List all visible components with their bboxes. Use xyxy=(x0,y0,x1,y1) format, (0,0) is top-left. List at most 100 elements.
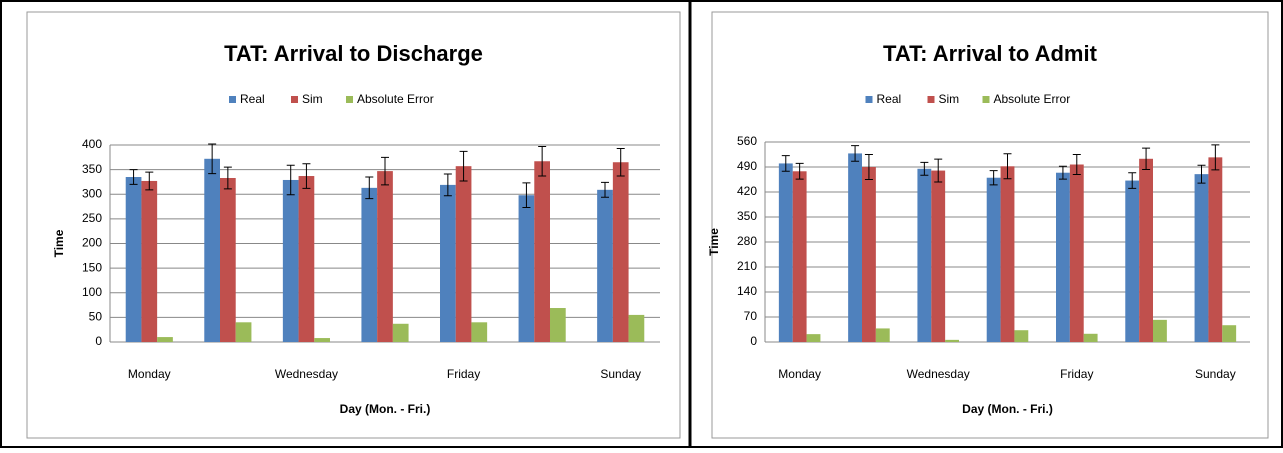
chart-title: TAT: Arrival to Admit xyxy=(883,41,1098,66)
x-tick-label: Monday xyxy=(778,367,821,381)
bar xyxy=(141,180,158,342)
error-bar xyxy=(223,166,232,190)
y-tick-label: 70 xyxy=(744,309,758,323)
error-bar xyxy=(443,173,452,197)
bar xyxy=(986,177,1001,342)
bar xyxy=(931,170,946,342)
bar xyxy=(778,163,793,342)
legend-label: Absolute Error xyxy=(357,92,434,106)
error-bar xyxy=(601,181,609,198)
x-tick-label: Friday xyxy=(1060,367,1093,381)
legend-label: Absolute Error xyxy=(994,92,1071,106)
error-bar xyxy=(920,161,929,176)
bar xyxy=(628,314,645,342)
bar xyxy=(1014,330,1029,342)
error-bar xyxy=(538,145,547,177)
error-bar xyxy=(208,143,217,175)
bar xyxy=(597,189,613,342)
legend-label: Real xyxy=(877,92,902,106)
bar xyxy=(550,308,566,342)
legend-label: Sim xyxy=(302,92,323,106)
x-tick-label: Wednesday xyxy=(275,367,338,381)
y-tick-label: 490 xyxy=(737,159,757,173)
bar xyxy=(361,187,378,342)
bar xyxy=(377,171,393,342)
bar xyxy=(1153,319,1167,342)
legend-label: Real xyxy=(240,92,265,106)
legend-swatch xyxy=(865,96,873,103)
error-bar xyxy=(286,164,295,196)
legend-swatch xyxy=(229,96,236,103)
error-bar xyxy=(795,162,804,180)
y-tick-label: 50 xyxy=(89,310,103,324)
error-bar xyxy=(1003,153,1012,180)
x-tick-label: Monday xyxy=(128,367,171,381)
chart-frame xyxy=(711,11,1269,439)
y-tick-label: 560 xyxy=(737,134,757,148)
legend-swatch xyxy=(927,96,935,103)
x-tick-label: Sunday xyxy=(1195,367,1236,381)
bar xyxy=(917,168,932,342)
bar xyxy=(204,158,220,342)
bar xyxy=(1139,158,1153,342)
bar xyxy=(1083,333,1098,342)
y-tick-label: 100 xyxy=(82,285,102,299)
y-tick-label: 150 xyxy=(82,260,102,274)
legend-swatch xyxy=(346,96,353,103)
error-bar xyxy=(851,145,860,162)
y-tick-label: 280 xyxy=(737,234,757,248)
legend-swatch xyxy=(982,96,990,103)
bar xyxy=(235,322,252,342)
bar xyxy=(862,167,876,342)
error-bar xyxy=(1072,154,1081,175)
y-tick-label: 350 xyxy=(737,209,757,223)
error-bar xyxy=(1058,165,1067,180)
error-bar xyxy=(616,147,625,177)
error-bar xyxy=(989,170,998,186)
bar xyxy=(518,195,535,342)
error-bar xyxy=(1197,164,1206,184)
error-bar xyxy=(781,155,790,172)
y-tick-label: 0 xyxy=(95,334,102,348)
y-axis-label: Time xyxy=(52,229,66,257)
x-tick-label: Wednesday xyxy=(907,367,970,381)
bar xyxy=(298,176,315,342)
bar xyxy=(945,339,959,342)
bar xyxy=(125,177,142,342)
x-axis-label: Day (Mon. - Fri.) xyxy=(340,402,431,416)
error-bar xyxy=(365,176,374,200)
x-axis-label: Day (Mon. - Fri.) xyxy=(962,402,1053,416)
bar xyxy=(534,161,550,342)
error-bar xyxy=(1128,172,1137,189)
error-bar xyxy=(1211,144,1220,171)
bar xyxy=(1208,157,1223,342)
bar xyxy=(875,328,890,342)
chart-title: TAT: Arrival to Discharge xyxy=(224,41,483,66)
y-tick-label: 300 xyxy=(82,186,102,200)
error-bar xyxy=(1142,147,1151,170)
chart-frame xyxy=(26,11,681,439)
y-tick-label: 400 xyxy=(82,137,102,151)
legend-label: Sim xyxy=(939,92,960,106)
bar xyxy=(157,337,173,342)
y-tick-label: 350 xyxy=(82,162,102,176)
error-bar xyxy=(522,182,531,209)
x-tick-label: Friday xyxy=(447,367,480,381)
bar xyxy=(1194,174,1209,342)
y-tick-label: 0 xyxy=(750,334,757,348)
bar xyxy=(612,162,629,342)
bar xyxy=(1056,172,1070,342)
error-bar xyxy=(145,171,154,191)
bar xyxy=(792,171,807,342)
y-tick-label: 200 xyxy=(82,236,102,250)
bar xyxy=(440,184,456,342)
bar xyxy=(455,166,472,342)
legend-swatch xyxy=(291,96,298,103)
y-tick-label: 210 xyxy=(737,259,757,273)
bar xyxy=(220,177,236,342)
bar xyxy=(392,323,409,342)
bar xyxy=(282,179,299,342)
error-bar xyxy=(302,163,311,189)
